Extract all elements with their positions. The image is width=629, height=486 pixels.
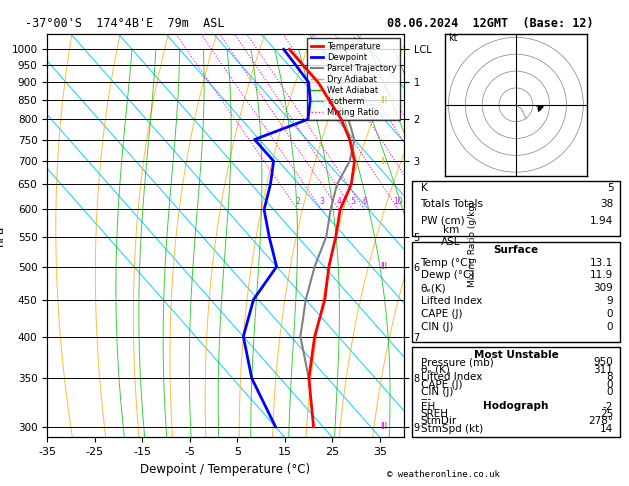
Text: θₑ (K): θₑ (K) (421, 365, 449, 375)
Text: 311: 311 (594, 365, 613, 375)
Y-axis label: hPa: hPa (0, 225, 6, 246)
Text: 0: 0 (607, 309, 613, 319)
Text: lll: lll (381, 262, 387, 271)
Text: kt: kt (448, 33, 458, 43)
Legend: Temperature, Dewpoint, Parcel Trajectory, Dry Adiabat, Wet Adiabat, Isotherm, Mi: Temperature, Dewpoint, Parcel Trajectory… (308, 38, 399, 121)
Text: 38: 38 (600, 199, 613, 209)
Text: SREH: SREH (421, 409, 448, 419)
Text: Dewp (°C): Dewp (°C) (421, 270, 474, 280)
Text: 8: 8 (607, 372, 613, 382)
Text: 25: 25 (600, 409, 613, 419)
Text: 08.06.2024  12GMT  (Base: 12): 08.06.2024 12GMT (Base: 12) (387, 17, 593, 30)
Text: CAPE (J): CAPE (J) (421, 309, 462, 319)
Text: PW (cm): PW (cm) (421, 216, 464, 226)
Text: 950: 950 (594, 357, 613, 367)
Text: CAPE (J): CAPE (J) (421, 380, 462, 389)
Text: K: K (421, 183, 427, 193)
Text: 11.9: 11.9 (590, 270, 613, 280)
Text: 6: 6 (362, 197, 367, 206)
Text: EH: EH (421, 401, 435, 412)
Text: Surface: Surface (493, 245, 538, 255)
Text: Temp (°C): Temp (°C) (421, 258, 472, 268)
Text: Mixing Ratio (g/kg): Mixing Ratio (g/kg) (468, 201, 477, 287)
Text: 309: 309 (594, 283, 613, 293)
Text: Pressure (mb): Pressure (mb) (421, 357, 493, 367)
Text: Hodograph: Hodograph (483, 401, 548, 411)
Text: 13.1: 13.1 (590, 258, 613, 268)
Text: 5: 5 (350, 197, 355, 206)
Text: 3: 3 (319, 197, 324, 206)
Text: 0: 0 (607, 322, 613, 332)
Text: StmDir: StmDir (421, 417, 457, 426)
Text: 5: 5 (607, 183, 613, 193)
Text: CIN (J): CIN (J) (421, 322, 453, 332)
Text: 4: 4 (337, 197, 342, 206)
Text: StmSpd (kt): StmSpd (kt) (421, 424, 483, 434)
Text: 14: 14 (600, 424, 613, 434)
Text: lll: lll (381, 422, 387, 431)
Text: lll: lll (381, 156, 387, 166)
Text: Most Unstable: Most Unstable (474, 350, 559, 360)
Text: Lifted Index: Lifted Index (421, 296, 482, 306)
Text: Totals Totals: Totals Totals (421, 199, 484, 209)
Text: 0: 0 (607, 387, 613, 397)
Text: Lifted Index: Lifted Index (421, 372, 482, 382)
Text: © weatheronline.co.uk: © weatheronline.co.uk (387, 469, 499, 479)
Text: 278°: 278° (588, 417, 613, 426)
Text: 9: 9 (607, 296, 613, 306)
Text: CIN (J): CIN (J) (421, 387, 453, 397)
Text: 1.94: 1.94 (590, 216, 613, 226)
Text: -37°00'S  174°4B'E  79m  ASL: -37°00'S 174°4B'E 79m ASL (25, 17, 225, 30)
Text: 0: 0 (607, 380, 613, 389)
Text: lll: lll (381, 96, 387, 105)
Y-axis label: km
ASL: km ASL (441, 225, 460, 246)
Text: 10: 10 (394, 197, 403, 206)
Text: θₑ(K): θₑ(K) (421, 283, 446, 293)
Text: 2: 2 (295, 197, 300, 206)
Text: -2: -2 (603, 401, 613, 412)
Text: ---: --- (421, 394, 431, 404)
X-axis label: Dewpoint / Temperature (°C): Dewpoint / Temperature (°C) (140, 463, 311, 476)
